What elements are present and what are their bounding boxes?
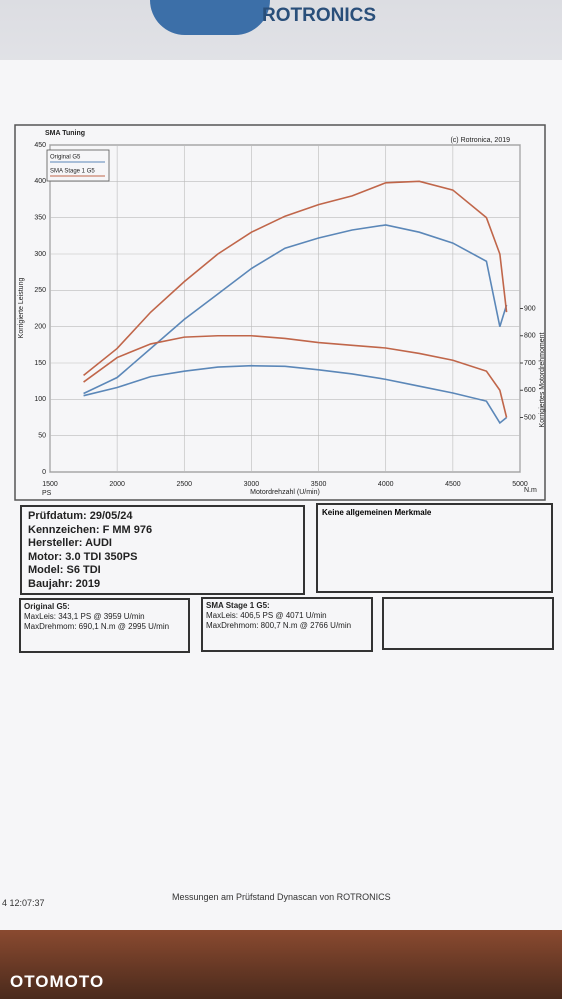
y-tick-label: 300 [34, 251, 46, 258]
empty-box [382, 597, 554, 650]
legend-label: SMA Stage 1 G5 [50, 169, 95, 175]
x-tick-label: 2000 [109, 481, 125, 488]
vehicle-line: Baujahr: 2019 [28, 577, 101, 590]
y2-tick-label: 900 [524, 305, 536, 312]
y-tick-label: 100 [34, 396, 46, 403]
x-axis-label: Motordrehzahl (U/min) [250, 489, 320, 496]
y-tick-label: 250 [34, 287, 46, 294]
vehicle-line: Hersteller: AUDI [28, 537, 112, 549]
vehicle-line: Prüfdatum: 29/05/24 [28, 510, 133, 522]
logo: ROTRONICS [262, 5, 376, 26]
y-axis-label: Korrigierte Leistung [18, 278, 25, 339]
logo-mark [150, 0, 270, 35]
y2-unit: N.m [524, 487, 537, 494]
plot-area [49, 144, 521, 473]
chart-frame [14, 124, 546, 501]
chart-subtitle: (c) Rotronica, 2019 [450, 137, 510, 144]
result-line: MaxDrehmom: 690,1 N.m @ 2995 U/min [24, 622, 170, 631]
series-line [83, 180, 508, 376]
y2-tick-label: 600 [524, 387, 536, 394]
vehicle-box: Prüfdatum: 29/05/24 Kennzeichen: F MM 976… [20, 505, 305, 595]
y2-tick-label: 800 [524, 333, 536, 340]
result-line: MaxLeis: 343,1 PS @ 3959 U/min [24, 612, 145, 621]
y2-tick-label: 500 [524, 414, 536, 421]
legend-label: Original G5 [50, 155, 81, 161]
result-title: Original G5: [24, 602, 70, 611]
y-tick-label: 0 [42, 469, 46, 476]
series-line [83, 334, 508, 418]
result-line: MaxDrehmom: 800,7 N.m @ 2766 U/min [206, 621, 352, 630]
chart: SMA Tuning (c) Rotronica, 2019 Motordreh… [14, 124, 546, 501]
y-tick-label: 400 [34, 178, 46, 185]
footer-time: 4 12:07:37 [2, 898, 45, 908]
vehicle-line: Model: S6 TDI [28, 564, 101, 576]
y2-axis-label: Korrigiertes Motordrehmoment [539, 332, 546, 427]
x-tick-label: 5000 [512, 481, 528, 488]
x-tick-label: 2500 [176, 481, 192, 488]
x-tick-label: 3500 [311, 481, 327, 488]
series-line [83, 224, 508, 395]
y-tick-label: 150 [34, 360, 46, 367]
paper [0, 60, 562, 930]
table-surface [0, 930, 562, 999]
series-line [83, 364, 508, 425]
vehicle-line: Motor: 3.0 TDI 350PS [28, 550, 138, 563]
result-line: MaxLeis: 406,5 PS @ 4071 U/min [206, 611, 327, 620]
chart-title: SMA Tuning [45, 130, 85, 137]
y-tick-label: 350 [34, 215, 46, 222]
notes-box: Keine allgemeinen Merkmale [316, 503, 553, 593]
x-tick-label: 4500 [445, 481, 461, 488]
x-tick-label: 4000 [378, 481, 394, 488]
watermark: OTOMOTO [10, 972, 105, 991]
footer-text: Messungen am Prüfstand Dynascan von ROTR… [172, 892, 391, 902]
y2-tick-label: 700 [524, 360, 536, 367]
y-tick-label: 50 [38, 433, 46, 440]
x-tick-label: 3000 [244, 481, 260, 488]
y-unit: PS [42, 490, 52, 497]
result-box: SMA Stage 1 G5: MaxLeis: 406,5 PS @ 4071 … [201, 597, 373, 652]
y-tick-label: 450 [34, 142, 46, 149]
x-tick-label: 1500 [42, 481, 58, 488]
result-box: Original G5: MaxLeis: 343,1 PS @ 3959 U/m… [19, 598, 190, 653]
vehicle-line: Kennzeichen: F MM 976 [28, 523, 153, 536]
y-tick-label: 200 [34, 324, 46, 331]
result-title: SMA Stage 1 G5: [206, 601, 270, 610]
